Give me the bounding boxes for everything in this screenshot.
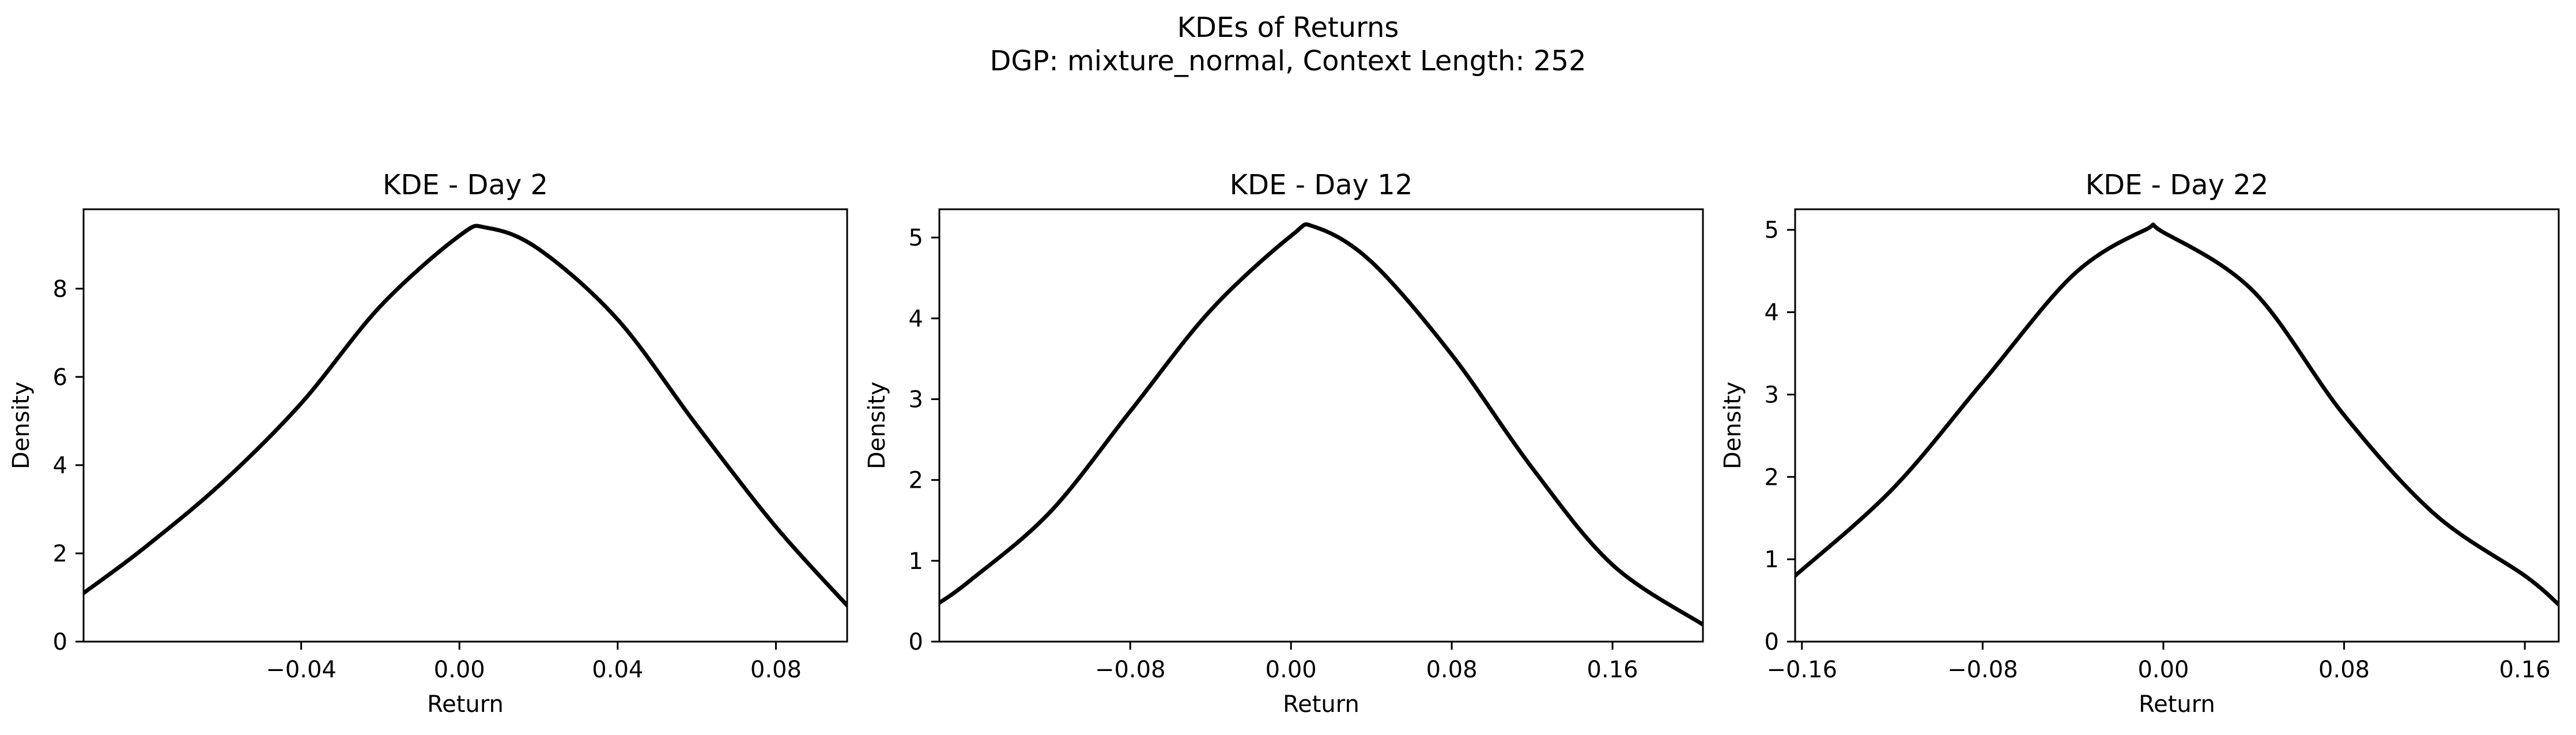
figure-subtitle: DGP: mixture_normal, Context Length: 252 bbox=[989, 45, 1586, 77]
y-tick-label: 2 bbox=[53, 541, 67, 567]
x-tick-label: −0.16 bbox=[1766, 657, 1837, 683]
x-tick-label: 0.16 bbox=[2499, 657, 2551, 683]
plot-frame bbox=[82, 208, 848, 643]
y-tick-label: 1 bbox=[1765, 546, 1779, 573]
x-tick-label: 0.00 bbox=[1266, 657, 1317, 683]
kde-curve-line bbox=[939, 222, 1703, 627]
plot-frame bbox=[1794, 208, 2560, 643]
y-tick-label: 0 bbox=[909, 629, 923, 655]
x-tick-label: 0.08 bbox=[750, 657, 802, 683]
x-tick-label: 0.00 bbox=[434, 657, 485, 683]
x-tick-label: 0.16 bbox=[1587, 657, 1638, 683]
y-tick-label: 5 bbox=[909, 225, 923, 251]
subplot-title: KDE - Day 22 bbox=[2086, 169, 2269, 201]
y-tick-label: 2 bbox=[1765, 464, 1779, 491]
x-axis-label: Return bbox=[1283, 691, 1359, 718]
subplot-day-22: KDE - Day 22 −0.16 −0.08 0.00 0.08 0.16 0 1 2 3 4 5… bbox=[1720, 169, 2560, 718]
x-axis-label: Return bbox=[427, 691, 504, 718]
x-tick-label: −0.04 bbox=[266, 657, 337, 683]
y-tick-label: 5 bbox=[1765, 217, 1779, 244]
y-tick-label: 3 bbox=[1765, 382, 1779, 408]
y-tick-label: 4 bbox=[1765, 300, 1779, 326]
x-tick-label: 0.00 bbox=[2137, 657, 2189, 683]
y-axis-label: Density bbox=[1720, 382, 1746, 469]
kde-curve-line bbox=[84, 224, 847, 608]
y-tick-label: 0 bbox=[53, 629, 67, 655]
subplot-title: KDE - Day 12 bbox=[1230, 169, 1413, 201]
y-axis-label: Density bbox=[864, 382, 890, 469]
plot-frame bbox=[938, 208, 1704, 643]
x-tick-label: 0.08 bbox=[1426, 657, 1478, 683]
subplot-title: KDE - Day 2 bbox=[383, 169, 548, 201]
x-tick-label: 0.04 bbox=[592, 657, 643, 683]
y-tick-label: 2 bbox=[909, 468, 923, 494]
y-tick-label: 0 bbox=[1765, 629, 1779, 655]
y-tick-label: 3 bbox=[909, 386, 923, 413]
y-tick-label: 6 bbox=[53, 364, 67, 391]
kde-curve-line bbox=[1795, 223, 2559, 607]
y-tick-label: 4 bbox=[53, 453, 67, 479]
y-tick-label: 4 bbox=[909, 306, 923, 332]
x-tick-label: −0.08 bbox=[1947, 657, 2018, 683]
x-tick-label: −0.08 bbox=[1095, 657, 1166, 683]
subplot-day-12: KDE - Day 12 −0.08 0.00 0.08 0.16 0 1 2 3 4 5 Retur… bbox=[864, 169, 1704, 718]
y-axis-label: Density bbox=[8, 382, 35, 469]
x-tick-label: 0.08 bbox=[2318, 657, 2370, 683]
x-axis-label: Return bbox=[2139, 691, 2215, 718]
subplot-day-2: KDE - Day 2 −0.04 0.00 0.04 0.08 0 2 4 6 8 Return D… bbox=[8, 169, 848, 718]
figure-title: KDEs of Returns bbox=[1177, 12, 1399, 44]
y-tick-label: 8 bbox=[53, 276, 67, 303]
y-tick-label: 1 bbox=[909, 548, 923, 575]
